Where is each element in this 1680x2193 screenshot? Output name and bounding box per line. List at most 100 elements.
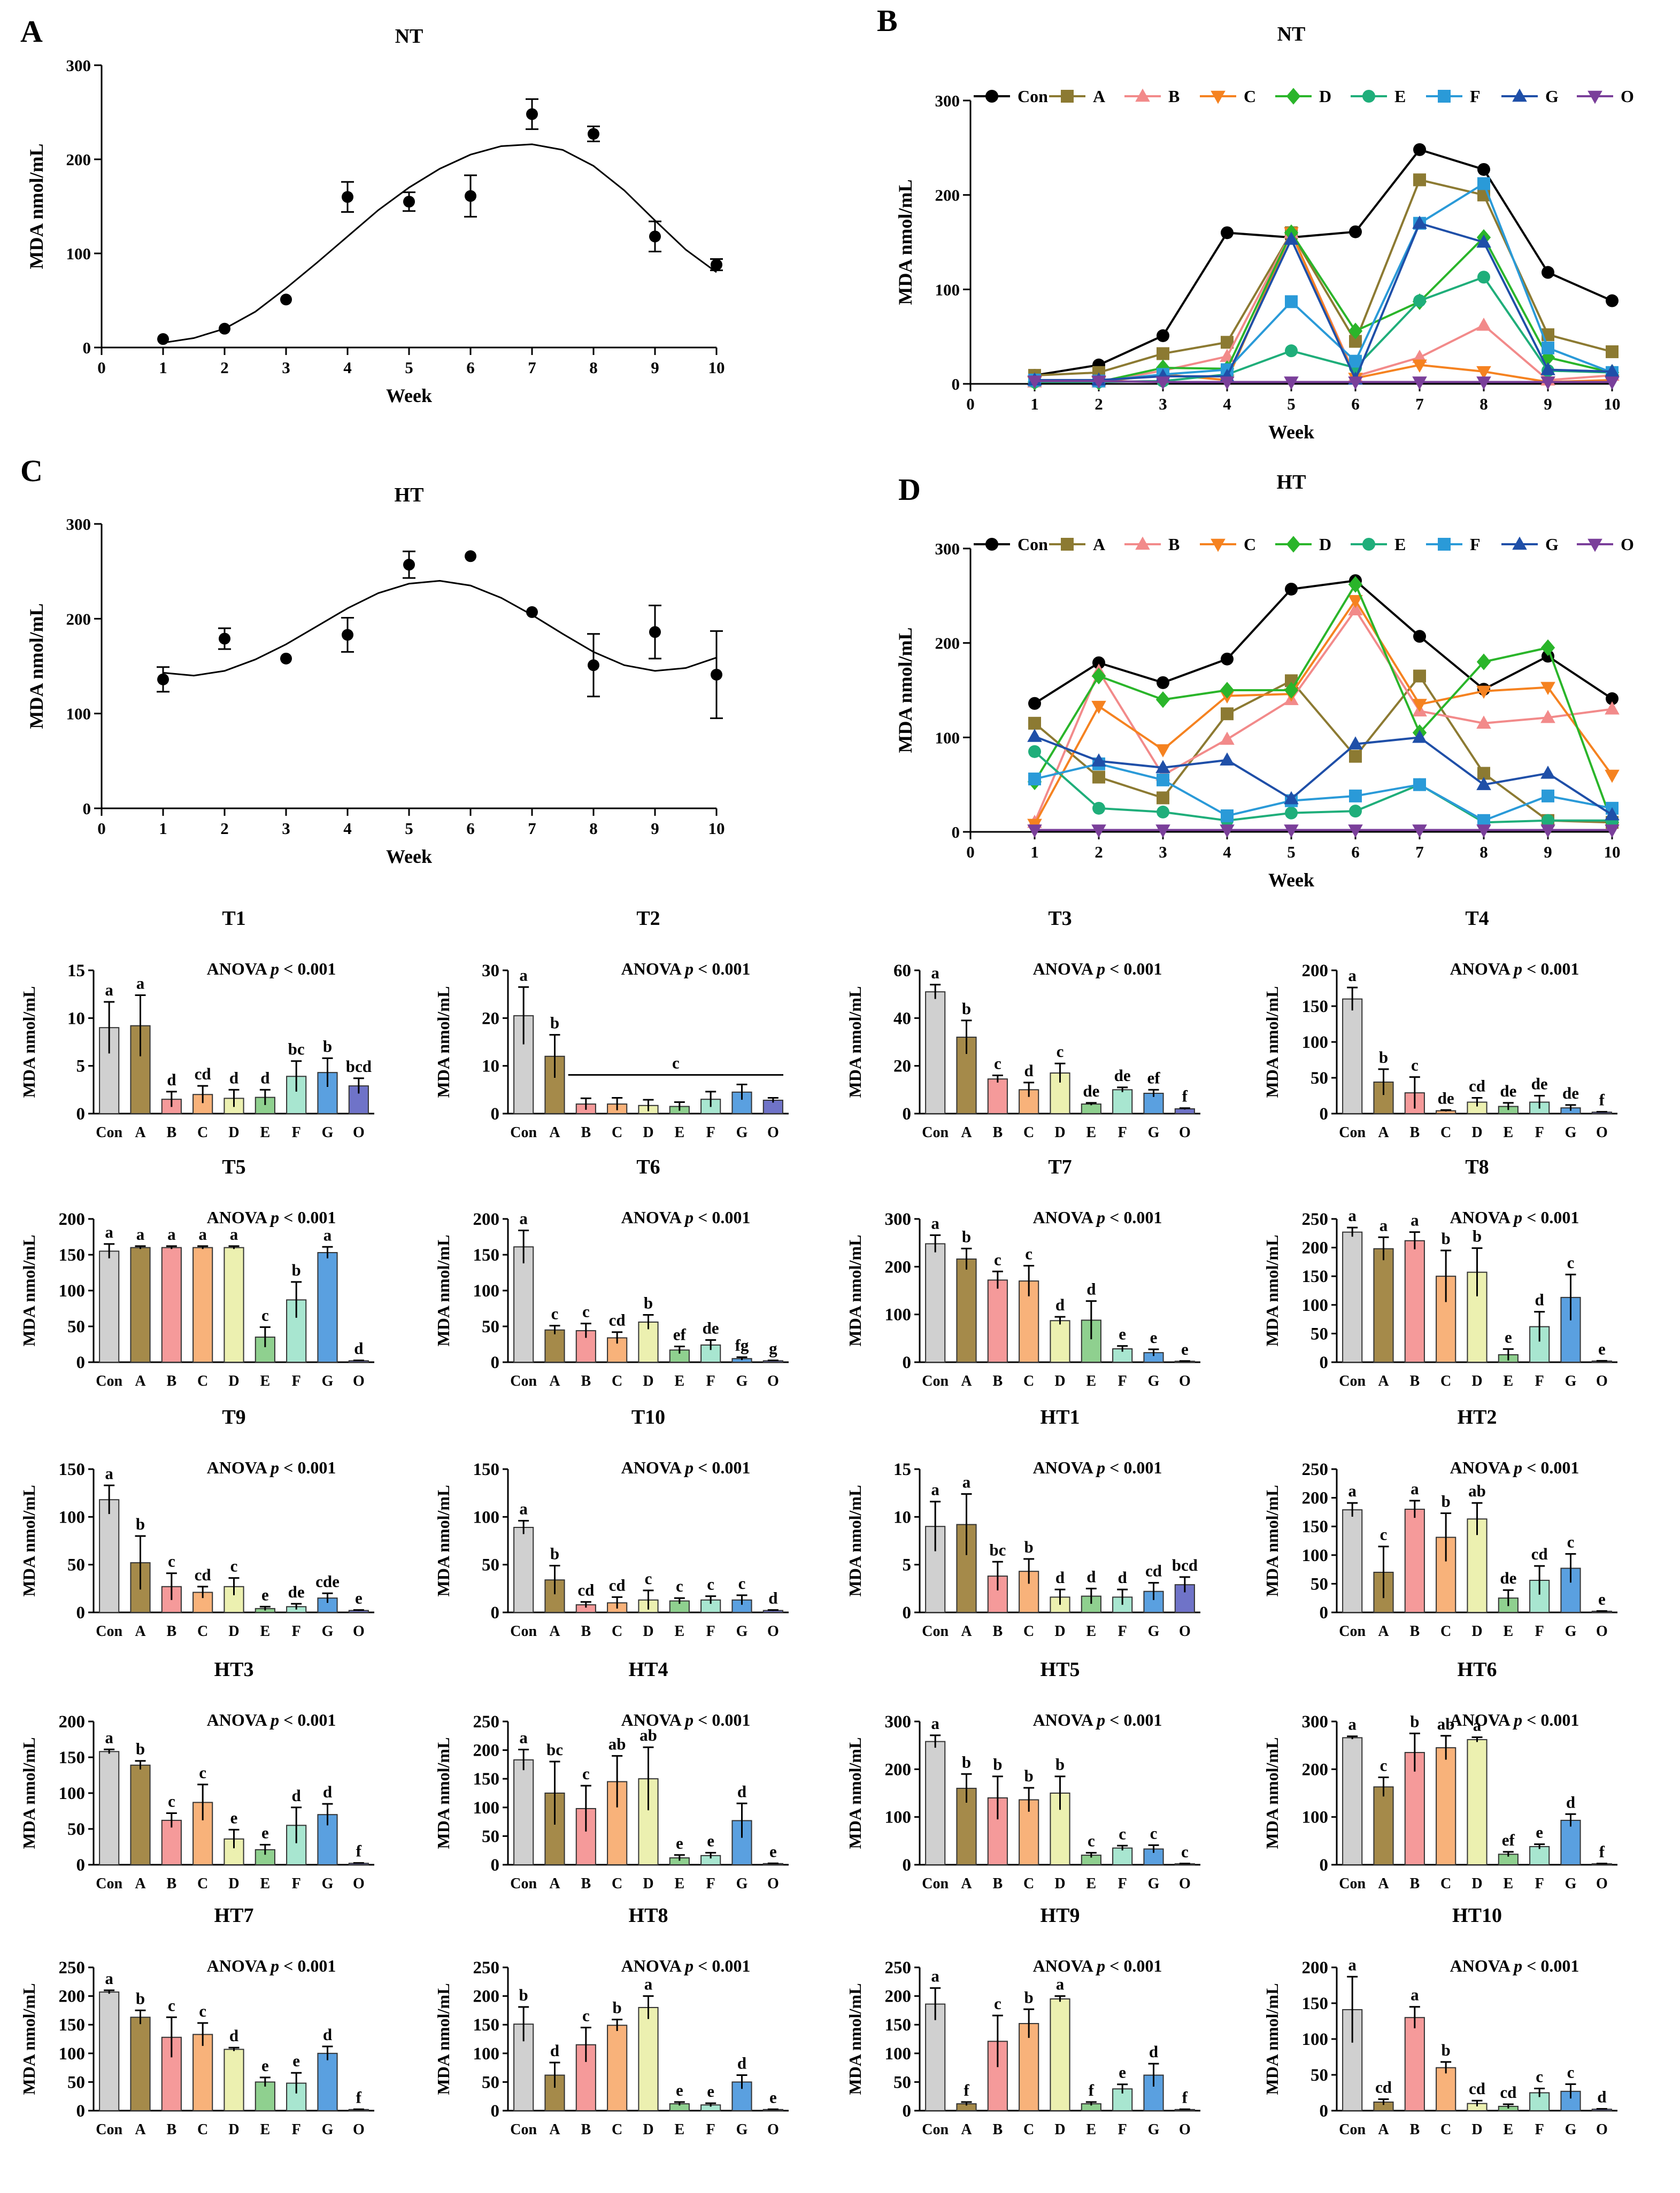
x-tick-label: 3 [1159, 395, 1167, 413]
y-axis-tick-label: 15 [67, 961, 85, 980]
category-label: O [1179, 1875, 1191, 1892]
data-point [1348, 576, 1363, 593]
significance-letter: a [931, 1480, 939, 1499]
y-axis-tick-label: 0 [76, 1603, 86, 1623]
category-label: D [1054, 1875, 1065, 1892]
series-O [1027, 375, 1620, 390]
bar-chart-HT8: HT8 ANOVA p < 0.001 0 50 100 150 200 250 MDA nmo… [434, 1904, 789, 2138]
significance-letter: c [261, 1306, 269, 1324]
category-label: E [1086, 1623, 1096, 1640]
significance-letter: a [931, 1967, 939, 1986]
y-axis-tick-label: 150 [59, 1460, 86, 1479]
bar [1373, 1248, 1394, 1363]
category-label: O [1596, 1623, 1608, 1640]
significance-letter: d [354, 1339, 363, 1358]
x-tick-label: 5 [1287, 395, 1296, 413]
data-point [1220, 752, 1235, 766]
legend-label: F [1470, 87, 1481, 106]
significance-letter: d [1086, 1567, 1096, 1586]
anova-label: ANOVA p < 0.001 [207, 1208, 336, 1227]
y-axis-tick-label: 0 [491, 1105, 500, 1124]
category-label: O [1179, 2121, 1191, 2138]
category-label: O [353, 1623, 365, 1640]
y-axis-tick-label: 150 [473, 2016, 500, 2035]
chart-title: T9 [222, 1406, 245, 1428]
significance-letter: d [292, 1786, 301, 1805]
significance-letter: a [105, 980, 113, 999]
anova-label: ANOVA p < 0.001 [207, 1458, 336, 1477]
significance-letter: b [1473, 1227, 1482, 1246]
data-point [280, 652, 292, 665]
significance-letter: d [167, 1070, 176, 1089]
significance-letter: de [288, 1582, 305, 1601]
category-label: C [197, 2121, 208, 2138]
significance-letter: c [551, 1304, 559, 1323]
x-tick-label: 2 [1095, 843, 1103, 861]
y-axis-label: MDA nmol/mL [895, 179, 916, 305]
category-label: B [992, 2121, 1003, 2138]
data-point [1476, 685, 1491, 699]
data-point [1284, 682, 1299, 699]
x-tick-label: 2 [220, 358, 229, 377]
category-label: Con [1339, 1623, 1366, 1640]
significance-letter: a [167, 1225, 176, 1244]
significance-letter: c [199, 1763, 206, 1782]
y-axis-tick-label: 100 [885, 2044, 912, 2064]
x-tick-label: 2 [1095, 395, 1103, 413]
data-point [1092, 770, 1105, 784]
category-label: Con [922, 1124, 949, 1141]
y-axis-tick-label: 300 [885, 1712, 912, 1732]
panel-letter: A [20, 14, 43, 49]
legend: Con A B C D E F G O [974, 87, 1634, 106]
x-tick-label: 6 [466, 819, 475, 838]
data-point [1476, 653, 1491, 670]
category-label: C [1023, 2121, 1034, 2138]
significance-letter: e [261, 2056, 269, 2075]
data-point [1220, 682, 1235, 699]
category-label: A [549, 2121, 560, 2138]
category-label: Con [96, 1875, 122, 1892]
legend-marker [1061, 538, 1074, 551]
category-label: O [353, 1875, 365, 1892]
y-axis-tick-label: 0 [903, 2102, 912, 2121]
data-point [1605, 769, 1620, 783]
significance-letter: c [582, 1302, 590, 1321]
significance-letter: cd [195, 1064, 211, 1083]
chart-title: T5 [222, 1156, 245, 1178]
significance-letter: ef [1502, 1831, 1515, 1849]
category-label: A [961, 1373, 972, 1389]
bar [130, 1764, 151, 1865]
y-axis-label: MDA nmol/mL [895, 627, 916, 753]
x-tick-label: 7 [528, 819, 536, 838]
significance-letter: a [931, 1214, 939, 1232]
category-label: C [1440, 1373, 1451, 1389]
x-tick-label: 1 [1030, 843, 1039, 861]
y-axis-tick-label: 200 [59, 1712, 86, 1732]
bar [925, 1741, 946, 1866]
bar [956, 1258, 977, 1363]
legend-label: Con [1018, 535, 1048, 554]
significance-letter: b [136, 1740, 145, 1758]
category-label: Con [510, 1124, 537, 1141]
significance-letter: cd [1469, 1077, 1485, 1095]
significance-letter: a [931, 963, 939, 982]
category-label: D [643, 1373, 653, 1389]
significance-letter: cd [1500, 2083, 1516, 2102]
series-line [1034, 179, 1613, 377]
significance-letter: e [769, 2088, 777, 2106]
data-point [1028, 697, 1041, 710]
data-point [342, 191, 353, 203]
y-axis-tick-label: 100 [1302, 1808, 1329, 1827]
data-point [1413, 173, 1426, 187]
chart-title: HT4 [629, 1658, 668, 1681]
x-tick-label: 1 [159, 358, 167, 377]
y-axis-tick-label: 0 [1320, 2102, 1329, 2121]
category-label: C [612, 2121, 622, 2138]
significance-letter: a [1348, 1481, 1357, 1500]
y-axis-tick-label: 50 [67, 1317, 85, 1337]
data-point [403, 196, 415, 208]
bar [255, 1849, 275, 1866]
significance-letter: b [1024, 1766, 1034, 1785]
significance-letter: c [1380, 1525, 1388, 1544]
bar [161, 1247, 182, 1363]
